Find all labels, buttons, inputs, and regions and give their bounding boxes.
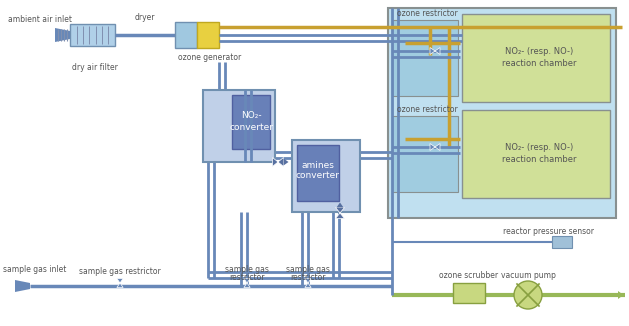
Polygon shape (430, 143, 440, 151)
Polygon shape (618, 291, 623, 299)
Polygon shape (15, 280, 30, 292)
Text: restrictor: restrictor (229, 274, 265, 283)
Bar (203, 90, 275, 162)
Text: ozone scrubber: ozone scrubber (440, 271, 499, 279)
Bar (462, 110, 610, 198)
Bar (70, 24, 115, 46)
Circle shape (514, 281, 542, 309)
Text: sample gas restrictor: sample gas restrictor (79, 268, 161, 276)
Text: reaction chamber: reaction chamber (502, 155, 576, 164)
Text: converter: converter (229, 123, 273, 131)
Polygon shape (335, 208, 345, 218)
Polygon shape (55, 28, 70, 42)
Text: dry air filter: dry air filter (72, 64, 118, 72)
Bar (392, 116, 458, 192)
Text: ozone generator: ozone generator (179, 53, 242, 63)
Bar (175, 22, 197, 48)
Text: reaction chamber: reaction chamber (502, 58, 576, 67)
Polygon shape (272, 157, 284, 167)
Polygon shape (117, 278, 123, 288)
Text: ozone restrictor: ozone restrictor (397, 106, 457, 114)
Text: reactor pressure sensor: reactor pressure sensor (503, 228, 594, 236)
Bar (292, 140, 360, 212)
Polygon shape (284, 158, 289, 166)
Bar (552, 236, 572, 248)
Text: sample gas inlet: sample gas inlet (3, 265, 67, 274)
Bar (462, 14, 610, 102)
Text: NO₂- (resp. NO-): NO₂- (resp. NO-) (505, 48, 573, 56)
Text: dryer: dryer (135, 13, 155, 22)
Polygon shape (244, 278, 250, 288)
Bar (388, 8, 616, 218)
Text: vacuum pump: vacuum pump (501, 271, 555, 279)
Polygon shape (305, 278, 311, 288)
Bar (297, 145, 339, 201)
Bar (232, 95, 270, 149)
Text: restrictor: restrictor (290, 274, 326, 283)
Text: converter: converter (296, 171, 340, 181)
Text: amines: amines (301, 160, 335, 170)
Bar (392, 20, 458, 96)
Text: ambient air inlet: ambient air inlet (8, 16, 72, 24)
Bar (453, 283, 485, 303)
Text: NO₂-: NO₂- (241, 111, 261, 121)
Text: NO₂- (resp. NO-): NO₂- (resp. NO-) (505, 143, 573, 153)
Polygon shape (337, 202, 343, 208)
Text: sample gas: sample gas (286, 265, 330, 274)
Text: sample gas: sample gas (225, 265, 269, 274)
Text: ozone restrictor: ozone restrictor (397, 9, 457, 19)
Bar (197, 22, 219, 48)
Polygon shape (430, 48, 440, 54)
